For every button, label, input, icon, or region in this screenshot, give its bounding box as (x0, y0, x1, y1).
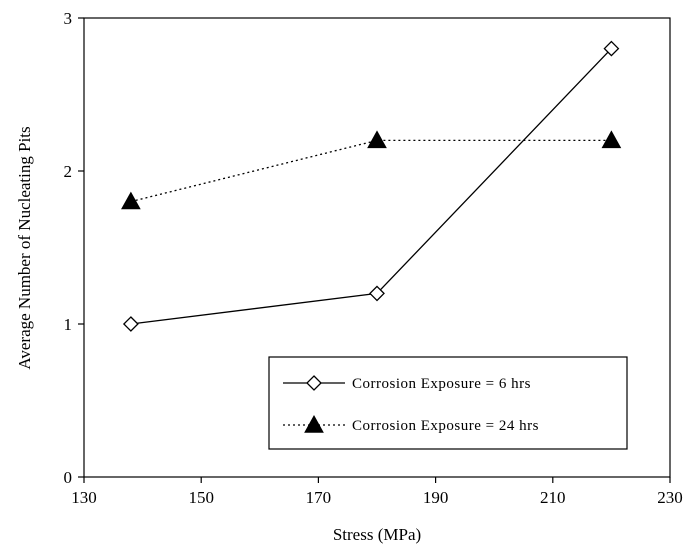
legend-triangle-marker (304, 414, 324, 433)
y-axis-label: Average Number of Nucleating Pits (15, 126, 34, 369)
series-line (130, 139, 612, 203)
legend: Corrosion Exposure = 6 hrs Corrosion Expo… (268, 356, 628, 450)
x-tick-label: 230 (657, 488, 683, 507)
data-point-triangle (121, 191, 141, 210)
data-point-diamond (369, 285, 385, 302)
legend-label: Corrosion Exposure = 6 hrs (352, 376, 531, 392)
x-tick-label: 190 (423, 488, 449, 507)
legend-diamond-marker (306, 375, 322, 391)
x-axis-ticks: 130 150 170 190 210 230 (71, 477, 683, 507)
data-point-triangle (367, 130, 387, 149)
series-line (130, 48, 612, 325)
series-layer (121, 40, 622, 332)
x-tick-label: 130 (71, 488, 97, 507)
y-tick-label: 0 (64, 468, 73, 487)
series-2 (121, 130, 622, 210)
y-tick-label: 2 (64, 162, 73, 181)
x-tick-label: 150 (188, 488, 214, 507)
series-1 (122, 40, 620, 332)
data-point-diamond (603, 40, 620, 57)
plot-frame (83, 17, 671, 478)
legend-box (268, 356, 628, 450)
legend-entry-2: Corrosion Exposure = 24 hrs (283, 414, 539, 434)
legend-label: Corrosion Exposure = 24 hrs (352, 418, 539, 434)
x-tick-label: 210 (540, 488, 566, 507)
x-tick-label: 170 (306, 488, 332, 507)
y-tick-label: 1 (64, 315, 73, 334)
legend-entry-1: Corrosion Exposure = 6 hrs (283, 375, 531, 392)
y-axis-ticks: 0 1 2 3 (64, 9, 84, 487)
y-tick-label: 3 (64, 9, 73, 28)
data-point-triangle (601, 130, 622, 149)
x-axis-label: Stress (MPa) (333, 525, 421, 544)
data-point-diamond (122, 316, 139, 332)
